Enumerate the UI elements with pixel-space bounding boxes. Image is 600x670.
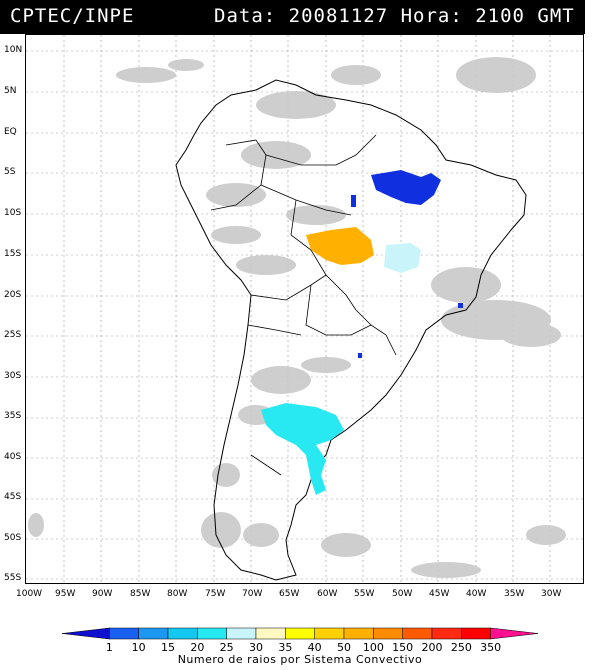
lon-label: 60W [317, 589, 338, 599]
legend-swatch [197, 627, 227, 640]
lon-label: 80W [167, 589, 188, 599]
lat-label: 35S [4, 411, 22, 421]
legend-value-label: 20 [190, 641, 204, 654]
lon-label: 30W [541, 589, 562, 599]
lat-label: 40S [4, 452, 22, 462]
legend-value-label: 10 [132, 641, 146, 654]
lon-label: 35W [504, 589, 525, 599]
color-legend: 1 10 15 20 25 30 35 40 50 100 150 200 250 350 [61, 627, 539, 654]
legend-swatch [343, 627, 374, 640]
legend-value-label: 30 [249, 641, 263, 654]
cluster-blue-ne [371, 170, 441, 205]
lon-label: 75W [205, 589, 226, 599]
lat-label: 30S [4, 371, 22, 381]
legend-swatch [226, 627, 257, 640]
lat-label: 25S [4, 330, 22, 340]
legend-caption: Numero de raios por Sistema Convectivo [177, 653, 423, 666]
lon-label: 40W [466, 589, 487, 599]
map-panel [25, 34, 584, 584]
lon-label: 45W [429, 589, 450, 599]
legend-value-label: 250 [451, 641, 472, 654]
legend-value-label: 35 [278, 641, 292, 654]
lon-label: 70W [242, 589, 263, 599]
lon-label: 50W [392, 589, 413, 599]
lon-label: 85W [130, 589, 151, 599]
lon-label: 95W [55, 589, 76, 599]
cluster-blue-tiny2 [458, 303, 463, 308]
title-bar: CPTEC/INPE Data: 20081127 Hora: 2100 GMT [0, 0, 585, 34]
legend-swatch [402, 627, 433, 640]
cluster-orange [306, 227, 374, 265]
legend-swatch [255, 627, 286, 640]
cluster-lightcyan [384, 243, 421, 273]
agency-label: CPTEC/INPE [10, 5, 135, 27]
cluster-blue-small [351, 195, 356, 207]
lat-label: 10N [4, 45, 23, 55]
legend-value-label: 150 [392, 641, 413, 654]
lat-label: 10S [4, 208, 22, 218]
graticule [26, 35, 583, 583]
lat-label: 55S [4, 573, 22, 583]
lon-label: 100W [16, 589, 43, 599]
legend-swatch [431, 627, 462, 640]
map-canvas [26, 35, 583, 583]
legend-swatch [285, 627, 315, 640]
lon-label: 55W [354, 589, 375, 599]
legend-swatch [314, 627, 345, 640]
cloud-cover [28, 57, 566, 578]
lat-label: 5S [4, 167, 16, 177]
legend-value-label: 40 [308, 641, 322, 654]
convective-clusters [261, 170, 463, 495]
country-borders [210, 134, 397, 476]
lat-label: 50S [4, 533, 22, 543]
legend-swatch [490, 627, 539, 640]
legend-swatch [373, 627, 403, 640]
legend-value-label: 350 [480, 641, 501, 654]
lat-label: 5N [4, 86, 17, 96]
legend-value-label: 15 [161, 641, 175, 654]
lat-label: EQ [4, 127, 17, 137]
lon-label: 90W [92, 589, 113, 599]
cluster-blue-tiny [358, 353, 362, 358]
legend-swatch [138, 627, 169, 640]
legend-value-label: 1 [106, 641, 113, 654]
legend-swatch [167, 627, 198, 640]
legend-swatch [61, 627, 110, 640]
lat-label: 20S [4, 290, 22, 300]
cluster-cyan-south [261, 403, 344, 495]
legend-swatch [461, 627, 491, 640]
lat-label: 45S [4, 492, 22, 502]
legend-value-label: 200 [422, 641, 443, 654]
datetime-label: Data: 20081127 Hora: 2100 GMT [214, 5, 575, 27]
legend-swatch [109, 627, 139, 640]
lat-label: 15S [4, 249, 22, 259]
legend-value-label: 25 [220, 641, 234, 654]
legend-value-label: 100 [363, 641, 384, 654]
legend-value-label: 50 [337, 641, 351, 654]
lon-label: 65W [279, 589, 300, 599]
